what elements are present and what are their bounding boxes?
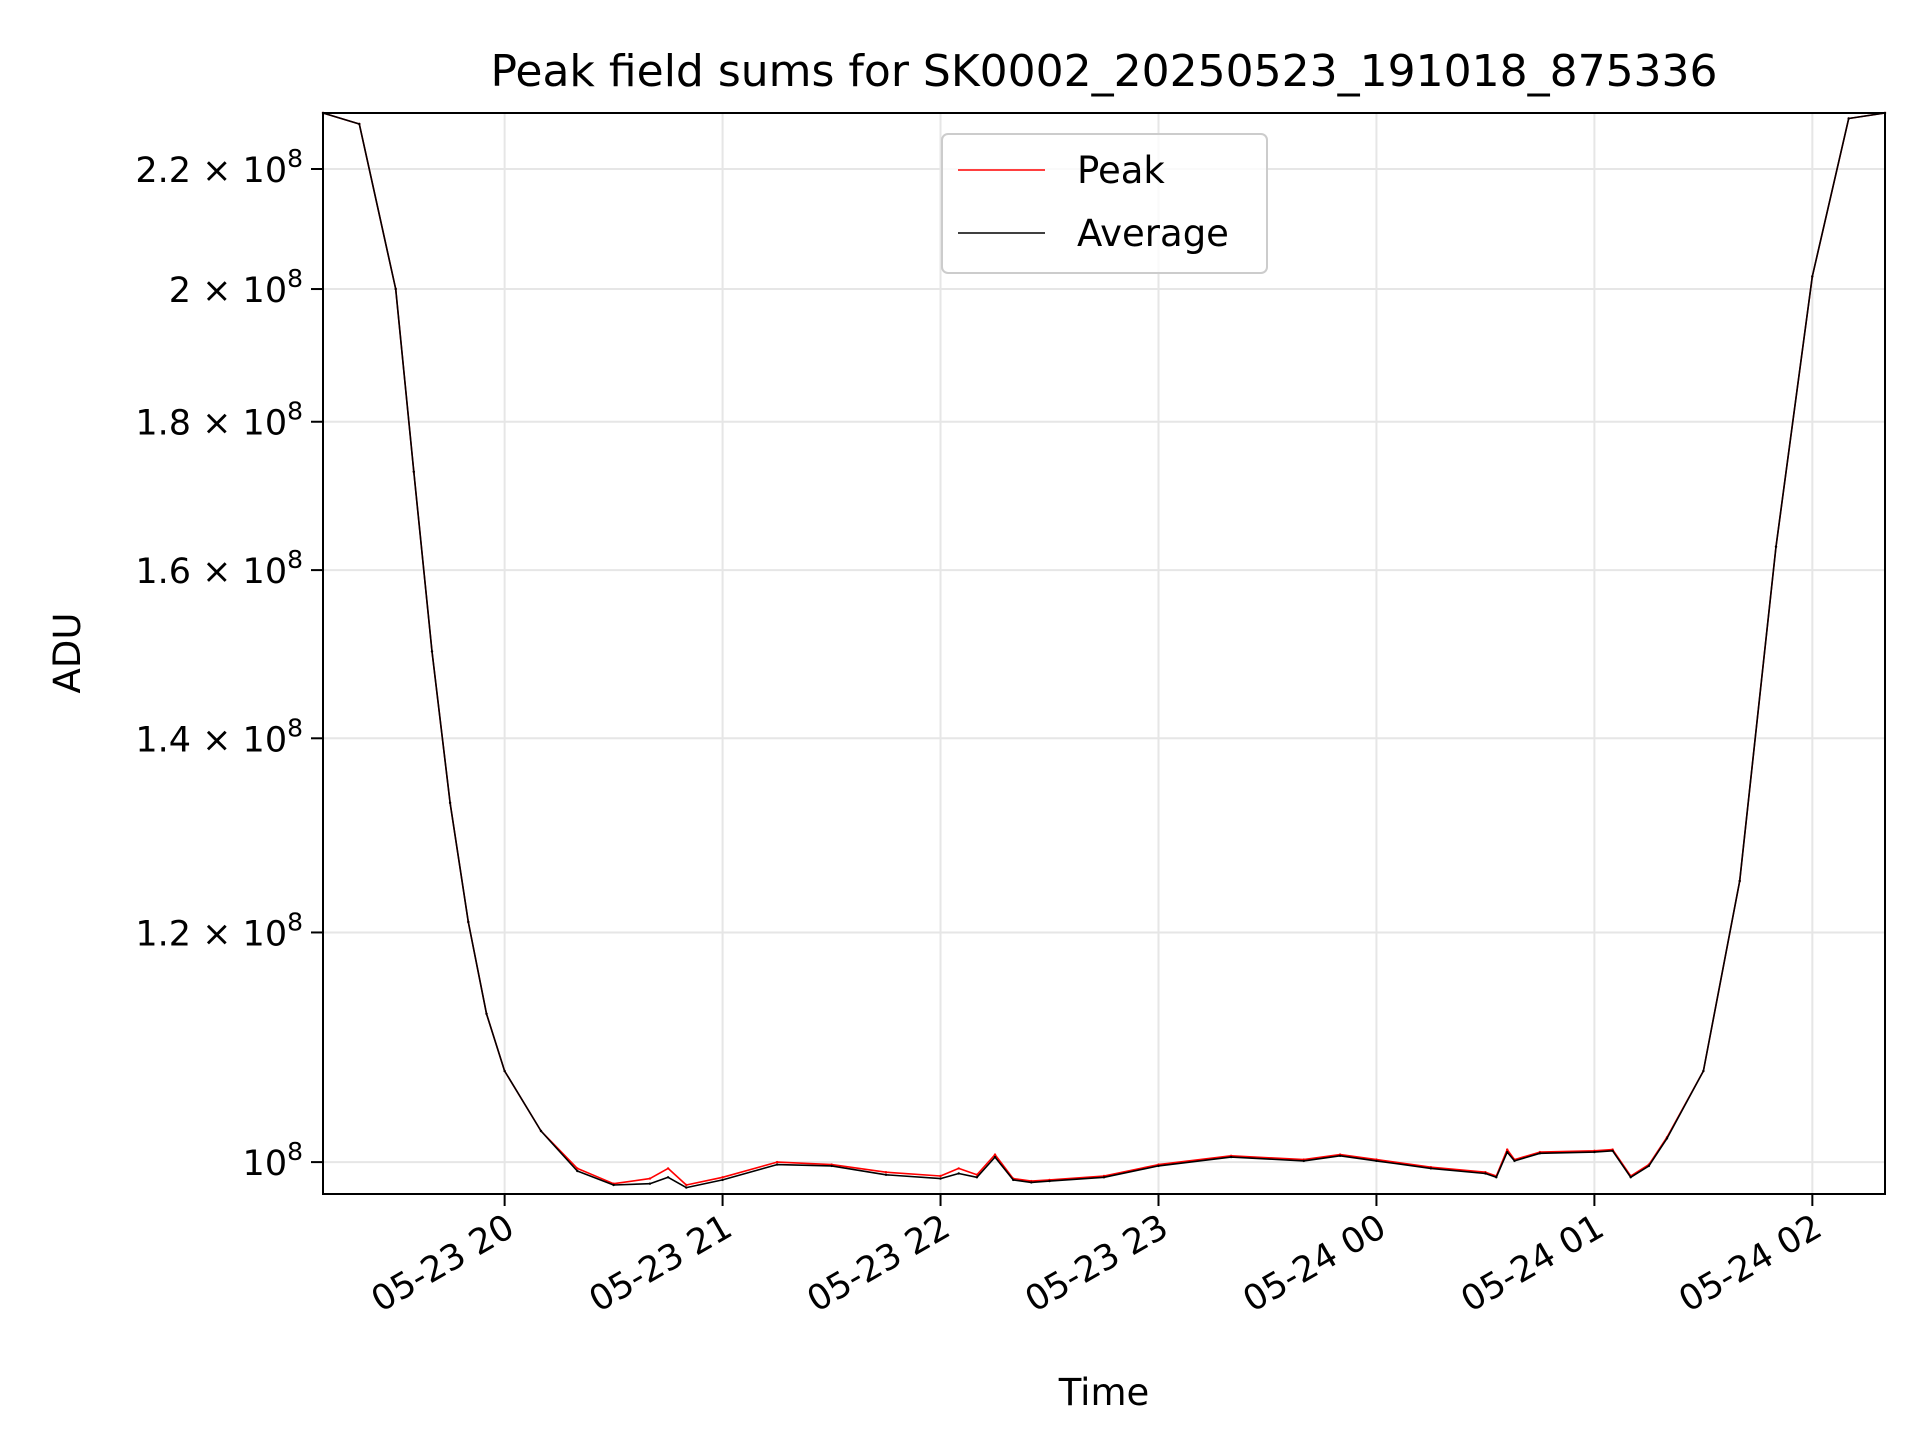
y-tick-label: 1.8 × 108 (135, 397, 303, 444)
data-point (685, 1186, 688, 1189)
data-point (467, 920, 470, 924)
data-point (1484, 1172, 1487, 1175)
data-point (1012, 1178, 1015, 1182)
data-point (1102, 1176, 1106, 1179)
y-tick-label: 1.6 × 108 (135, 545, 303, 592)
data-point (485, 1012, 488, 1015)
y-tick-exponent: 8 (287, 1137, 303, 1166)
y-tick-exponent: 8 (287, 264, 303, 293)
y-tick-mantissa: 10 (243, 1144, 288, 1184)
y-tick-mantissa: 1.2 × 10 (135, 914, 287, 954)
data-point (993, 1155, 997, 1159)
y-tick-mantissa: 1.6 × 10 (135, 552, 287, 592)
data-point (1611, 1149, 1614, 1153)
data-point (1665, 1137, 1669, 1140)
series-layer (321, 111, 1887, 1189)
y-tick-mantissa: 2 × 10 (169, 271, 287, 311)
data-point (957, 1172, 960, 1175)
data-point (1495, 1176, 1498, 1179)
data-point (503, 1069, 506, 1073)
data-point (775, 1163, 779, 1166)
data-point (648, 1182, 652, 1185)
y-tick-label: 2.2 × 108 (135, 144, 303, 191)
data-point (775, 1160, 779, 1164)
data-point (884, 1173, 888, 1177)
y-tick-mantissa: 1.8 × 10 (135, 404, 287, 444)
data-point (539, 1129, 543, 1133)
legend: Peak Average (941, 133, 1268, 274)
data-point (1647, 1164, 1651, 1168)
data-point (666, 1176, 670, 1179)
data-point (957, 1167, 960, 1170)
y-tick-exponent: 8 (287, 545, 303, 574)
plot-frame (322, 112, 1886, 1195)
legend-label-average: Average (1077, 212, 1229, 255)
data-point (1375, 1159, 1378, 1163)
data-point (1811, 275, 1814, 278)
y-tick-mantissa: 2.2 × 10 (135, 151, 287, 191)
y-tick-mantissa: 1.4 × 10 (135, 720, 287, 760)
y-tick-label: 108 (243, 1137, 303, 1184)
data-point (576, 1169, 579, 1173)
data-point (1738, 879, 1741, 883)
legend-box (941, 133, 1268, 274)
y-tick-exponent: 8 (287, 397, 303, 426)
y-tick-exponent: 8 (287, 907, 303, 936)
data-point (666, 1167, 670, 1170)
data-point (1302, 1159, 1306, 1163)
legend-label-peak: Peak (1077, 149, 1165, 192)
data-point (993, 1153, 997, 1156)
data-point (430, 650, 434, 653)
data-point (721, 1178, 724, 1182)
data-point (939, 1174, 942, 1178)
data-point (939, 1177, 942, 1180)
data-point (358, 122, 361, 126)
data-point (1513, 1159, 1516, 1163)
y-tick-label: 1.4 × 108 (135, 713, 303, 760)
data-point (1593, 1150, 1596, 1154)
data-point (1702, 1069, 1705, 1073)
data-point (685, 1183, 688, 1187)
data-point (1847, 117, 1850, 120)
series-average (321, 111, 1887, 1189)
data-point (1157, 1164, 1160, 1168)
data-point (975, 1176, 979, 1179)
data-point (448, 801, 452, 805)
data-point (884, 1171, 888, 1174)
y-tick-label: 2 × 108 (169, 264, 303, 311)
y-tick-exponent: 8 (287, 713, 303, 742)
data-point (1338, 1154, 1342, 1158)
data-point (1506, 1148, 1509, 1151)
data-point (1629, 1176, 1632, 1179)
data-point (576, 1167, 579, 1170)
data-point (1429, 1167, 1433, 1170)
data-point (1030, 1181, 1033, 1184)
data-point (830, 1164, 833, 1168)
data-point (648, 1177, 652, 1180)
y-tick-label: 1.2 × 108 (135, 907, 303, 954)
chart-title: Peak field sums for SK0002_20250523_1910… (490, 46, 1717, 97)
data-point (1048, 1179, 1051, 1183)
data-point (394, 287, 397, 291)
data-point (612, 1183, 615, 1187)
data-point (1229, 1155, 1233, 1159)
y-tick-exponent: 8 (287, 144, 303, 173)
data-point (1774, 545, 1778, 548)
data-point (412, 470, 415, 473)
data-point (1506, 1150, 1509, 1154)
data-point (1538, 1152, 1542, 1155)
x-axis-label: Time (1058, 1371, 1150, 1414)
y-axis-label: ADU (46, 613, 89, 694)
data-point (721, 1176, 724, 1179)
data-point (975, 1173, 979, 1177)
